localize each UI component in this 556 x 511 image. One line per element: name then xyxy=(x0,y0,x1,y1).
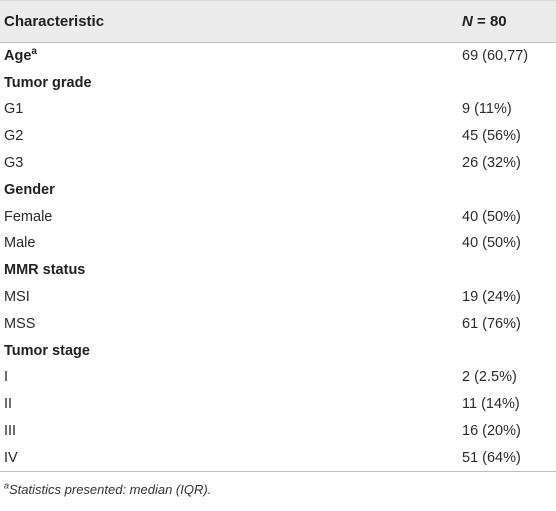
section-row: Agea 69 (60,77) xyxy=(0,43,556,70)
table-row: Female 40 (50%) xyxy=(0,203,556,230)
row-label-text: Tumor grade xyxy=(4,74,92,91)
row-label: Female xyxy=(0,203,456,230)
footnote-reference: a xyxy=(31,46,37,58)
row-label-text: G1 xyxy=(4,101,24,118)
table-row: MSS 61 (76%) xyxy=(0,310,556,337)
n-column-header: N = 80 xyxy=(456,0,556,43)
n-symbol: N xyxy=(462,13,473,30)
section-row: Tumor stage xyxy=(0,337,556,364)
row-value: 61 (76%) xyxy=(462,315,521,332)
row-label: I xyxy=(0,364,456,391)
row-label-text: MSI xyxy=(4,289,30,306)
table-body: Agea 69 (60,77) Tumor grade G1 9 (11%) G2 45 (… xyxy=(0,43,556,472)
row-value xyxy=(456,337,556,364)
header-row: Characteristic N = 80 xyxy=(0,0,556,43)
footnote-text: Statistics presented: median (IQR). xyxy=(9,481,212,497)
table-footnote: aStatistics presented: median (IQR). xyxy=(0,480,556,497)
row-label-text: G3 xyxy=(4,155,24,172)
table-row: MSI 19 (24%) xyxy=(0,284,556,311)
row-label-text: MSS xyxy=(4,315,36,332)
table-row: G1 9 (11%) xyxy=(0,96,556,123)
row-value: 16 (20%) xyxy=(462,423,521,440)
table-row: IV 51 (64%) xyxy=(0,444,556,472)
row-label-text: II xyxy=(4,396,13,413)
row-value: 40 (50%) xyxy=(462,208,521,225)
row-label: IV xyxy=(0,444,456,472)
row-label-text: I xyxy=(4,369,9,386)
row-label-text: Tumor stage xyxy=(4,342,90,359)
row-label: MSS xyxy=(0,310,456,337)
characteristic-column-header: Characteristic xyxy=(0,0,456,43)
row-label: MSI xyxy=(0,284,456,311)
row-label-text: G2 xyxy=(4,128,24,145)
section-label: Gender xyxy=(0,176,456,203)
row-label: II xyxy=(0,391,456,418)
row-value: 40 (50%) xyxy=(462,235,521,252)
row-label: G1 xyxy=(0,96,456,123)
section-row: Tumor grade xyxy=(0,69,556,96)
table-row: III 16 (20%) xyxy=(0,418,556,445)
table-row: II 11 (14%) xyxy=(0,391,556,418)
row-value xyxy=(456,69,556,96)
row-label: G2 xyxy=(0,123,456,150)
characteristics-table: Characteristic N = 80 Agea 69 (60,77) Tumo… xyxy=(0,0,556,472)
row-value: 69 (60,77) xyxy=(462,48,529,65)
section-label: Tumor grade xyxy=(0,69,456,96)
row-value: 2 (2.5%) xyxy=(462,369,517,386)
row-label-text: MMR status xyxy=(4,262,86,279)
characteristics-table-container: Characteristic N = 80 Agea 69 (60,77) Tumo… xyxy=(0,0,556,497)
section-row: MMR status xyxy=(0,257,556,284)
table-row: I 2 (2.5%) xyxy=(0,364,556,391)
row-value: 45 (56%) xyxy=(462,128,521,145)
row-label-text: Female xyxy=(4,208,53,225)
row-value: 11 (14%) xyxy=(462,396,520,413)
row-label-text: Gender xyxy=(4,181,55,198)
row-value: 26 (32%) xyxy=(462,155,521,172)
table-row: Male 40 (50%) xyxy=(0,230,556,257)
row-label-text: Age xyxy=(4,48,32,65)
table-row: G3 26 (32%) xyxy=(0,150,556,177)
row-label-text: III xyxy=(4,423,17,440)
row-label-text: IV xyxy=(4,449,18,466)
row-value: 19 (24%) xyxy=(462,289,521,306)
row-label-text: Male xyxy=(4,235,36,252)
section-label: Agea xyxy=(0,43,456,70)
table-header: Characteristic N = 80 xyxy=(0,0,556,43)
section-label: Tumor stage xyxy=(0,337,456,364)
row-value: 51 (64%) xyxy=(456,444,556,472)
section-row: Gender xyxy=(0,176,556,203)
table-row: G2 45 (56%) xyxy=(0,123,556,150)
row-value: 9 (11%) xyxy=(462,101,512,118)
footnote-marker: a xyxy=(4,480,10,491)
row-label: III xyxy=(0,418,456,445)
row-value xyxy=(456,176,556,203)
row-label: G3 xyxy=(0,150,456,177)
row-label: Male xyxy=(0,230,456,257)
row-value xyxy=(456,257,556,284)
n-value: = 80 xyxy=(477,13,507,30)
section-label: MMR status xyxy=(0,257,456,284)
